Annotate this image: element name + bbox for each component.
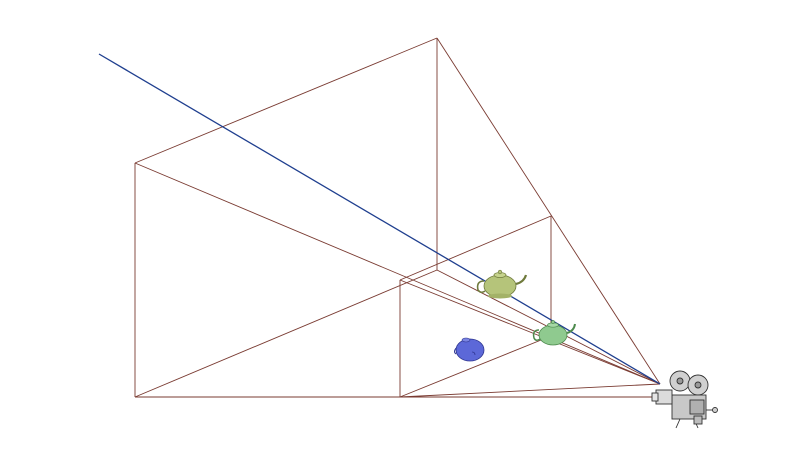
frustum-edges xyxy=(134,37,661,398)
frustum-ray-bottom xyxy=(399,383,661,398)
far-plane-top-edge xyxy=(134,37,438,164)
teapot-blue xyxy=(454,337,485,362)
near-box-top-edge xyxy=(399,215,552,281)
view-ray xyxy=(98,53,661,385)
frustum-diagonal-1 xyxy=(134,162,661,385)
teapot-green xyxy=(532,320,576,346)
movie-camera-icon xyxy=(651,370,718,429)
near-box-bottom-edge xyxy=(399,335,552,398)
frustum-ray-top xyxy=(436,37,661,385)
ground-back-edge xyxy=(134,269,438,398)
frustum-ray-near-top xyxy=(399,279,661,385)
teapot-olive xyxy=(476,269,528,299)
